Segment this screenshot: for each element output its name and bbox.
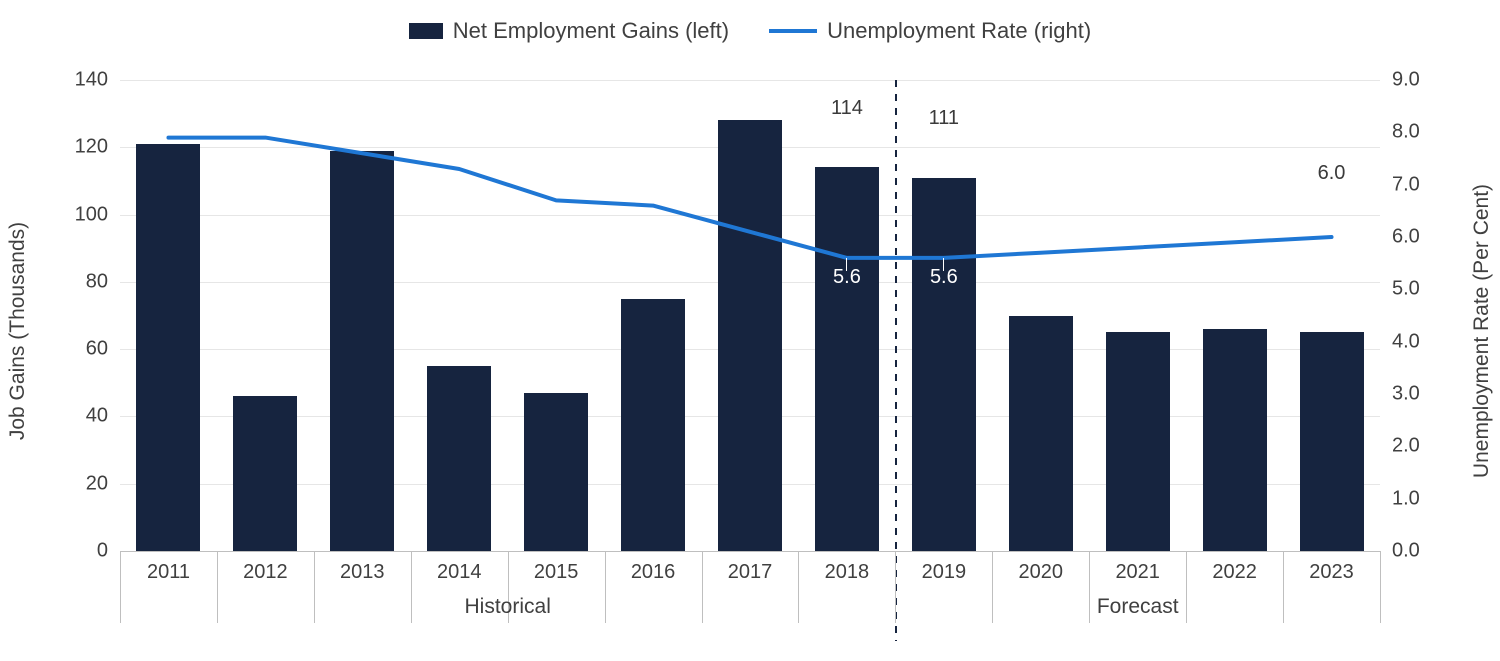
x-tick-label: 2021 — [1115, 561, 1160, 584]
x-tick-line — [411, 551, 412, 623]
x-tick-line — [798, 551, 799, 623]
gridline — [120, 551, 1380, 552]
y-right-tick-label: 3.0 — [1392, 383, 1420, 406]
x-tick-line — [1186, 551, 1187, 623]
x-tick-label: 2020 — [1019, 561, 1064, 584]
bar — [524, 393, 588, 551]
y-right-axis-title: Unemployment Rate (Per Cent) — [1470, 183, 1494, 477]
x-tick-line — [702, 551, 703, 623]
x-tick-label: 2023 — [1309, 561, 1354, 584]
section-label: Historical — [465, 595, 551, 619]
legend-swatch-bar — [409, 23, 443, 39]
bar — [621, 299, 685, 551]
y-left-axis-title: Job Gains (Thousands) — [6, 221, 30, 439]
y-right-tick-label: 5.0 — [1392, 278, 1420, 301]
bar — [1300, 332, 1364, 551]
y-left-tick-label: 60 — [68, 338, 108, 361]
y-right-tick-label: 6.0 — [1392, 226, 1420, 249]
x-tick-label: 2012 — [243, 561, 288, 584]
bar — [912, 178, 976, 551]
y-left-tick-label: 40 — [68, 405, 108, 428]
bar — [233, 396, 297, 551]
x-tick-line — [1380, 551, 1381, 623]
bar — [718, 120, 782, 551]
x-tick-line — [217, 551, 218, 623]
x-tick-label: 2013 — [340, 561, 385, 584]
y-right-tick-label: 4.0 — [1392, 330, 1420, 353]
bar — [1009, 316, 1073, 552]
legend-item-bars: Net Employment Gains (left) — [409, 18, 729, 44]
x-tick-label: 2011 — [147, 561, 190, 584]
y-left-tick-label: 120 — [68, 136, 108, 159]
legend: Net Employment Gains (left) Unemployment… — [0, 18, 1500, 44]
y-left-tick-label: 80 — [68, 270, 108, 293]
legend-label-line: Unemployment Rate (right) — [827, 18, 1091, 44]
employment-chart: Net Employment Gains (left) Unemployment… — [0, 0, 1500, 661]
x-tick-line — [1089, 551, 1090, 623]
bar — [1106, 332, 1170, 551]
bar — [1203, 329, 1267, 551]
bar — [815, 167, 879, 551]
x-tick-line — [605, 551, 606, 623]
gridline — [120, 80, 1380, 81]
legend-label-bars: Net Employment Gains (left) — [453, 18, 729, 44]
y-right-tick-label: 2.0 — [1392, 435, 1420, 458]
x-tick-line — [314, 551, 315, 623]
y-left-tick-label: 20 — [68, 472, 108, 495]
y-left-tick-label: 100 — [68, 203, 108, 226]
bar — [330, 151, 394, 551]
y-right-tick-label: 7.0 — [1392, 173, 1420, 196]
y-right-tick-label: 8.0 — [1392, 121, 1420, 144]
bar — [427, 366, 491, 551]
data-label: 111 — [929, 107, 959, 130]
data-label-leader — [846, 258, 847, 271]
data-label: 114 — [831, 97, 863, 120]
y-right-tick-label: 9.0 — [1392, 69, 1420, 92]
plot-area: 1141115.65.66.0 — [120, 80, 1380, 551]
y-right-tick-label: 0.0 — [1392, 540, 1420, 563]
x-tick-label: 2014 — [437, 561, 482, 584]
x-tick-label: 2022 — [1212, 561, 1257, 584]
x-tick-line — [1283, 551, 1284, 623]
data-label-leader — [943, 258, 944, 271]
section-label: Forecast — [1097, 595, 1179, 619]
y-left-tick-label: 0 — [68, 540, 108, 563]
x-tick-line — [895, 551, 896, 623]
x-tick-label: 2019 — [922, 561, 967, 584]
x-tick-label: 2018 — [825, 561, 870, 584]
x-tick-line — [120, 551, 121, 623]
x-tick-label: 2015 — [534, 561, 579, 584]
data-label: 6.0 — [1318, 162, 1346, 185]
x-tick-label: 2017 — [728, 561, 773, 584]
y-left-tick-label: 140 — [68, 69, 108, 92]
bar — [136, 144, 200, 551]
legend-swatch-line — [769, 29, 817, 33]
x-tick-line — [992, 551, 993, 623]
x-tick-label: 2016 — [631, 561, 676, 584]
legend-item-line: Unemployment Rate (right) — [769, 18, 1091, 44]
y-right-tick-label: 1.0 — [1392, 487, 1420, 510]
